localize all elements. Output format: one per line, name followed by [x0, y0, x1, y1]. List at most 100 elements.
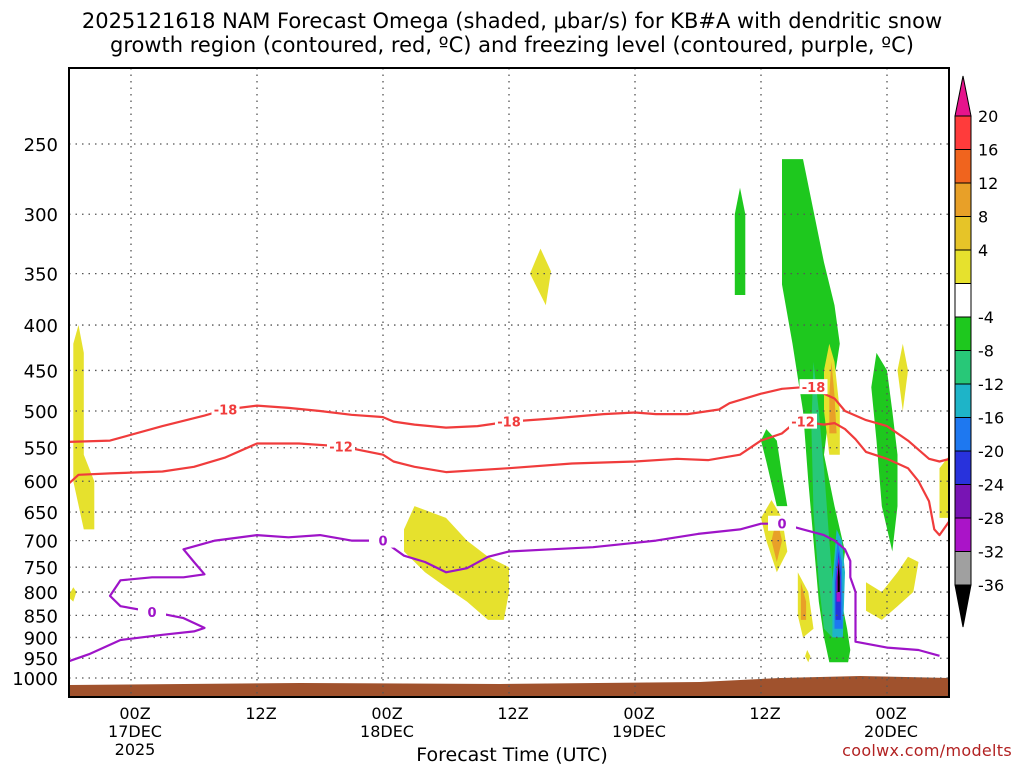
omega-region-23: [939, 455, 949, 518]
omega-region-18: [771, 517, 782, 562]
y-tick-label: 550: [24, 439, 58, 460]
colorbar-label: -12: [978, 375, 1004, 394]
colorbar-swatch: [954, 517, 972, 552]
x-tick-label: 00Z: [875, 704, 906, 723]
omega-region-14: [837, 562, 840, 592]
contour-label-bg: [789, 413, 817, 429]
y-tick-label: 350: [24, 265, 58, 286]
contour-label: 0: [378, 535, 387, 550]
omega-region-4: [404, 506, 509, 620]
y-axis-ticks: 2503003504004505005506006507007508008509…: [12, 135, 58, 690]
colorbar-label: -20: [978, 442, 1004, 461]
x-axis-label: Forecast Time (UTC): [416, 744, 608, 766]
contour-label: -18: [497, 416, 521, 431]
y-tick-label: 850: [24, 606, 58, 627]
omega-region-6: [761, 429, 788, 507]
x-tick-label: 17DEC: [108, 722, 162, 741]
colorbar-label: 12: [978, 174, 998, 193]
y-tick-label: 750: [24, 558, 58, 579]
colorbar-swatch: [954, 551, 972, 586]
colorbar-label: -8: [978, 342, 994, 361]
colorbar-swatch: [954, 417, 972, 452]
y-tick-label: 400: [24, 316, 58, 337]
colorbar-swatch: [954, 115, 972, 150]
colorbar-label: -32: [978, 543, 1004, 562]
x-tick-label: 12Z: [749, 704, 780, 723]
contour-label: 0: [147, 606, 156, 621]
y-tick-label: 500: [24, 402, 58, 423]
colorbar-bottom-arrow: [954, 584, 972, 628]
colorbar: 20 16 12 8 4 -4 -8 -12 -16 -20 -24 -28 -32 -36: [954, 75, 1004, 628]
plot-frame: [68, 67, 950, 698]
contour-label-bg: [495, 413, 523, 429]
chart-title-line-1: 2025121618 NAM Forecast Omega (shaded, μ…: [81, 9, 943, 33]
x-tick-label: 20DEC: [864, 722, 918, 741]
y-tick-label: 950: [24, 649, 58, 670]
contour-label-bg: [799, 379, 828, 395]
colorbar-swatch: [954, 316, 972, 351]
colorbar-label: -24: [978, 476, 1004, 495]
x-tick-label: 18DEC: [360, 722, 414, 741]
contour-label-bg: [369, 532, 397, 548]
colorbar-label: -36: [978, 576, 1004, 595]
colorbar-label: -4: [978, 308, 994, 327]
contour-label-bg: [327, 438, 355, 454]
colorbar-swatch: [954, 149, 972, 184]
x-tick-label: 00Z: [119, 704, 150, 723]
x-tick-label: 12Z: [245, 704, 276, 723]
temperature-contours: -18 -18 -18 -12 -12 0 0 0: [69, 379, 949, 663]
colorbar-label: 16: [978, 141, 998, 160]
contour-label-bg: [211, 401, 240, 417]
contour-line--12: [69, 420, 949, 537]
colorbar-swatch: [954, 383, 972, 418]
chart-title-line-2: growth region (contoured, red, ºC) and f…: [110, 33, 914, 57]
colorbar-label: -16: [978, 409, 1004, 428]
omega-region-9: [811, 361, 835, 638]
omega-region-21: [866, 556, 919, 620]
colorbar-swatch: [954, 216, 972, 251]
y-tick-label: 300: [24, 205, 58, 226]
y-tick-label: 900: [24, 628, 58, 649]
colorbar-swatch: [954, 283, 972, 318]
omega-region-20: [800, 582, 807, 620]
x-tick-label: 00Z: [623, 704, 654, 723]
colorbar-top-arrow: [954, 75, 972, 117]
contour-label: -18: [214, 403, 238, 418]
y-tick-label: 600: [24, 472, 58, 493]
colorbar-label: 8: [978, 208, 988, 227]
contour-label: 0: [777, 518, 786, 533]
y-tick-label: 1000: [12, 669, 58, 690]
contour-label: -12: [791, 416, 815, 431]
contour-label-bg: [138, 603, 166, 619]
grid-lines: [69, 68, 949, 697]
y-tick-label: 250: [24, 135, 58, 156]
colorbar-swatch: [954, 182, 972, 217]
contour-label-bg: [768, 515, 796, 531]
omega-region-2: [69, 587, 77, 602]
x-tick-label: 19DEC: [612, 722, 666, 741]
omega-region-8: [871, 352, 898, 552]
y-tick-label: 700: [24, 532, 58, 553]
x-tick-label: 2025: [115, 740, 156, 759]
colorbar-label: -28: [978, 509, 1004, 528]
contour-label: -12: [329, 440, 353, 455]
colorbar-label: 20: [978, 107, 998, 126]
omega-region-24: [805, 650, 811, 663]
contour-label: -18: [802, 381, 826, 396]
credit-text: coolwx.com/modelts: [842, 741, 1012, 760]
plot-border: [68, 67, 950, 698]
omega-region-3: [530, 248, 551, 306]
y-tick-label: 800: [24, 583, 58, 604]
omega-region-5: [734, 187, 746, 295]
y-tick-label: 650: [24, 503, 58, 524]
x-tick-label: 12Z: [497, 704, 528, 723]
omega-region-1: [73, 325, 95, 530]
omega-shading: [69, 159, 949, 663]
colorbar-swatch: [954, 350, 972, 385]
colorbar-swatch: [954, 450, 972, 485]
colorbar-label: 4: [978, 241, 988, 260]
x-tick-label: 00Z: [371, 704, 402, 723]
colorbar-swatch: [954, 484, 972, 519]
